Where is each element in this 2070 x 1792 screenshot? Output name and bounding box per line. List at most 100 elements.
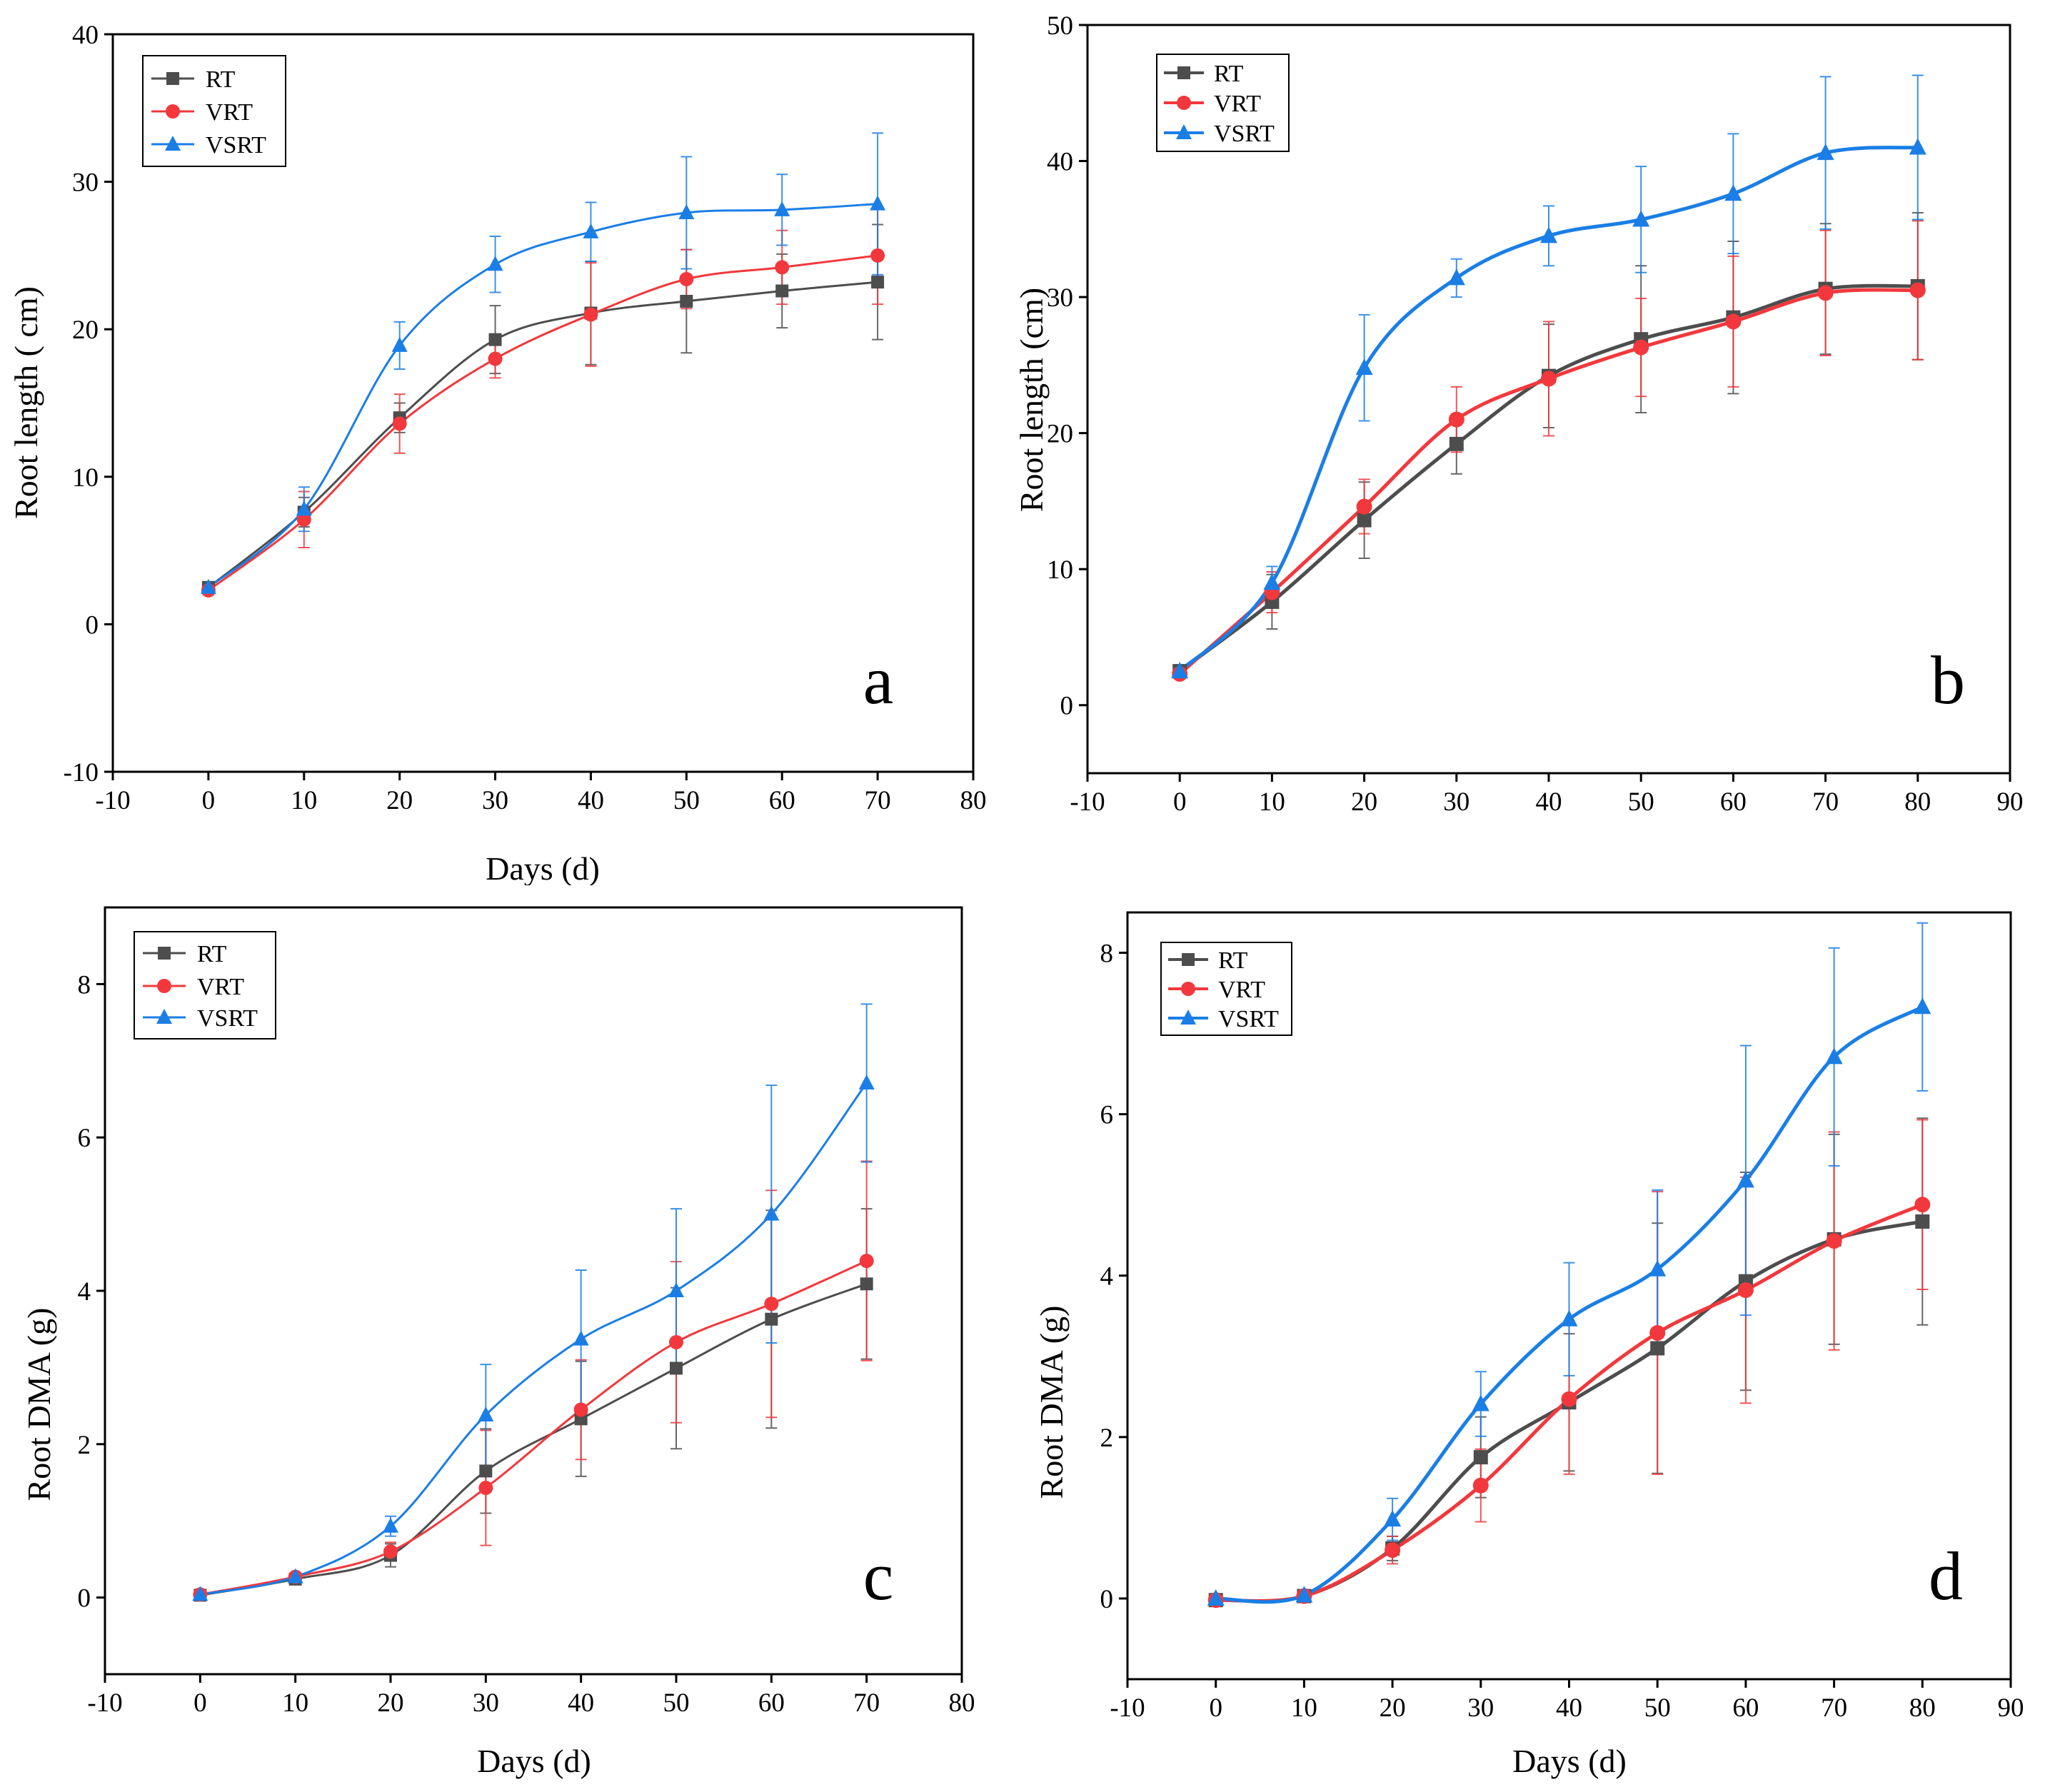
y-axis: 0 2 4 6 8 (78, 970, 105, 1614)
series-line-VRT (208, 254, 878, 592)
y-tick-label: 0 (1100, 1585, 1114, 1614)
data-point-VRT (1826, 1233, 1842, 1249)
data-point-VSRT (1171, 662, 1189, 679)
data-point-VSRT (383, 1517, 398, 1533)
x-tick-label: 40 (568, 1688, 594, 1718)
chart-panel-b: -10 0 10 20 30 40 50 60 70 80 90 0 10 20 30 40 50 Root … (1013, 0, 2070, 885)
data-point-VSRT (1632, 210, 1650, 227)
data-point-VRT (1817, 285, 1834, 301)
data-point-VSRT (1825, 1047, 1843, 1064)
data-point-VRT (296, 512, 311, 527)
y-axis: 0 10 20 30 40 50 (1047, 11, 1087, 721)
data-point-VRT (1909, 282, 1926, 298)
legend-item-VRT: VRT (143, 974, 244, 1000)
legend-label-RT: RT (1214, 61, 1244, 87)
series-lines (200, 1082, 868, 1596)
x-tick-label: 60 (1732, 1693, 1759, 1723)
legend-label-VRT: VRT (206, 99, 253, 126)
panel-letter: b (1931, 642, 1965, 718)
data-point-RT (1357, 513, 1372, 528)
data-point-VSRT (1737, 1171, 1754, 1188)
data-point-VSRT (1817, 144, 1834, 161)
legend-item-VRT: VRT (151, 99, 253, 126)
data-point-VSRT (573, 1330, 589, 1346)
x-tick-label: 10 (291, 786, 317, 815)
x-tick-label: 10 (1291, 1693, 1317, 1723)
y-tick-label: 2 (78, 1431, 91, 1460)
chart-b-svg: -10 0 10 20 30 40 50 60 70 80 90 0 10 20 30 40 50 Root … (1013, 11, 2024, 817)
series-line-VRT (200, 1259, 868, 1596)
y-axis: 0 2 4 6 8 (1100, 940, 1127, 1614)
y-axis-label: Root DMA (g) (1033, 1306, 1070, 1499)
error-bars (1210, 922, 1929, 1604)
legend-marker-VSRT (1180, 1010, 1196, 1025)
x-tick-label: 0 (194, 1688, 207, 1718)
data-point-RT (765, 1312, 778, 1326)
legend-item-VRT: VRT (1168, 977, 1265, 1003)
legend-marker-VRT (1181, 982, 1195, 996)
legend-label-VSRT: VSRT (1214, 121, 1275, 147)
x-tick-label: 80 (1909, 1693, 1936, 1723)
x-tick-label: -10 (1070, 787, 1105, 817)
x-axis-label: Days (d) (486, 850, 600, 885)
y-tick-label: 2 (1100, 1424, 1114, 1453)
x-tick-label: 60 (758, 1688, 785, 1718)
x-tick-label: -10 (1110, 1693, 1145, 1723)
x-tick-label: 90 (1997, 787, 2024, 817)
data-point-VSRT (1295, 1586, 1313, 1603)
data-point-VSRT (1207, 1589, 1225, 1606)
x-tick-label: 0 (202, 786, 216, 815)
data-point-VSRT (583, 223, 599, 238)
series-line-RT (200, 1282, 868, 1596)
data-point-VRT (679, 271, 694, 286)
data-point-VRT (573, 1402, 588, 1417)
x-tick-label: 50 (663, 1688, 690, 1718)
series-line-VSRT (200, 1082, 868, 1596)
y-axis-label: Root DMA (g) (21, 1308, 57, 1501)
chart-a-svg: -10 0 10 20 30 40 50 60 70 80 -10 0 10 20 30 40 Root l… (8, 21, 987, 887)
x-tick-label: 20 (1380, 1693, 1406, 1723)
x-tick-label: 90 (1998, 1693, 2024, 1723)
series-markers (1207, 997, 1931, 1609)
data-point-VRT (870, 248, 885, 263)
legend-label-VRT: VRT (197, 974, 244, 1000)
legend-label-VRT: VRT (1214, 91, 1261, 117)
legend-item-VSRT: VSRT (143, 1005, 258, 1032)
data-point-VSRT (200, 578, 216, 594)
chart-panel-a: -10 0 10 20 30 40 50 60 70 80 -10 0 10 20 30 40 Root l… (0, 0, 1014, 887)
x-tick-label: 20 (386, 786, 413, 815)
legend-label-RT: RT (1218, 947, 1248, 974)
series-lines (207, 203, 878, 592)
x-tick-label: 70 (865, 786, 891, 815)
data-point-VSRT (1560, 1309, 1578, 1327)
data-point-RT (775, 284, 789, 298)
y-tick-label: 10 (72, 463, 99, 493)
data-point-VRT (383, 1544, 398, 1559)
legend-item-VSRT: VSRT (151, 132, 266, 158)
data-point-VSRT (1472, 1394, 1489, 1411)
data-point-RT (1473, 1450, 1488, 1465)
legend-item-RT: RT (1168, 947, 1248, 974)
legend-item-RT: RT (143, 941, 227, 967)
x-tick-label: 20 (1351, 787, 1377, 817)
legend-label-VSRT: VSRT (1218, 1006, 1279, 1032)
y-tick-label: 8 (78, 970, 91, 1000)
data-point-VRT (1725, 313, 1742, 330)
legend-item-VRT: VRT (1164, 91, 1261, 117)
data-point-VSRT (1447, 268, 1465, 286)
x-axis: -10 0 10 20 30 40 50 60 70 80 (95, 772, 987, 815)
y-tick-label: 20 (1047, 420, 1073, 449)
x-tick-label: 40 (578, 786, 604, 815)
y-tick-label: 10 (1047, 555, 1073, 585)
series-markers (192, 1074, 875, 1602)
x-tick-label: 80 (949, 1688, 975, 1718)
data-point-VSRT (296, 500, 312, 516)
legend: RT VRT VSRT (1160, 942, 1292, 1036)
y-tick-label: 30 (72, 168, 99, 198)
data-point-VSRT (1384, 1510, 1402, 1527)
data-point-VRT (775, 260, 790, 275)
data-point-VRT (488, 351, 503, 366)
legend: RT VRT VSRT (142, 55, 286, 167)
